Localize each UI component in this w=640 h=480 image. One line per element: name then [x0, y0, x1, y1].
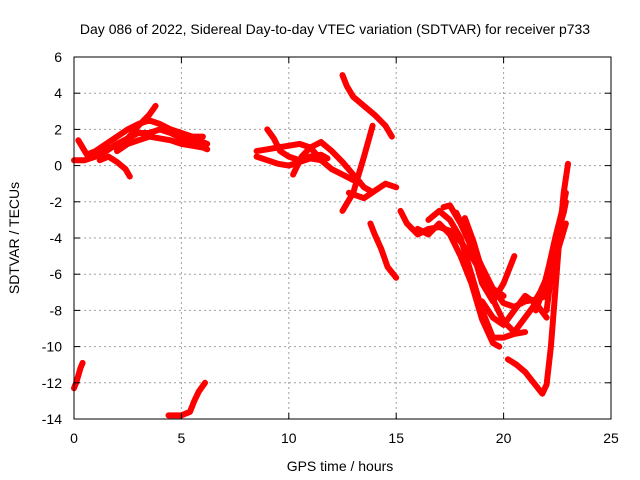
data-series-arc-n [367, 220, 400, 281]
y-tick-label: 0 [54, 158, 62, 174]
x-tick-label: 25 [603, 430, 619, 446]
data-series-arc-s [440, 202, 518, 305]
data-series-arc-o [345, 180, 400, 202]
data-series-arc-m [339, 72, 395, 140]
data-series-arc-j [264, 126, 331, 164]
grid [74, 57, 611, 419]
x-tick-label: 0 [70, 430, 78, 446]
data-series-arc-l [339, 122, 376, 214]
axes: 0 5 10 15 20 25 -14 -12 -10 -8 -6 -4 -2 0 2 4 6 [42, 49, 619, 446]
data-series-arc-r [425, 207, 529, 341]
data-series-arc-d [103, 102, 159, 153]
x-tick-label: 20 [496, 430, 512, 446]
data-series-arc-c [96, 153, 133, 180]
y-tick-label: -14 [42, 411, 62, 427]
chart-title: Day 086 of 2022, Sidereal Day-to-day VTE… [80, 21, 590, 37]
y-tick-label: 2 [54, 121, 62, 137]
x-tick-label: 5 [178, 430, 186, 446]
x-tick-label: 15 [388, 430, 404, 446]
data-series-arc-g [165, 379, 208, 419]
x-axis-label: GPS time / hours [287, 458, 394, 474]
y-tick-label: -2 [50, 194, 63, 210]
data-traces [71, 72, 571, 419]
data-series-arc-w [504, 160, 571, 397]
y-axis-label: SDTVAR / TECUs [6, 182, 22, 294]
y-tick-label: 4 [54, 85, 62, 101]
y-tick-label: -10 [42, 339, 62, 355]
y-tick-label: -12 [42, 375, 62, 391]
data-series-arc-k [290, 139, 374, 194]
data-series-arc-a [71, 126, 211, 164]
plot-frame [73, 56, 612, 420]
data-series-arc-z [543, 198, 569, 314]
data-series-arc-e [114, 133, 211, 155]
y-tick-label: -4 [50, 230, 63, 246]
y-tick-label: -6 [50, 266, 63, 282]
x-tick-label: 10 [281, 430, 297, 446]
data-series-arc-f [71, 359, 86, 392]
y-tick-label: -8 [50, 302, 63, 318]
y-tick-label: 6 [54, 49, 62, 65]
